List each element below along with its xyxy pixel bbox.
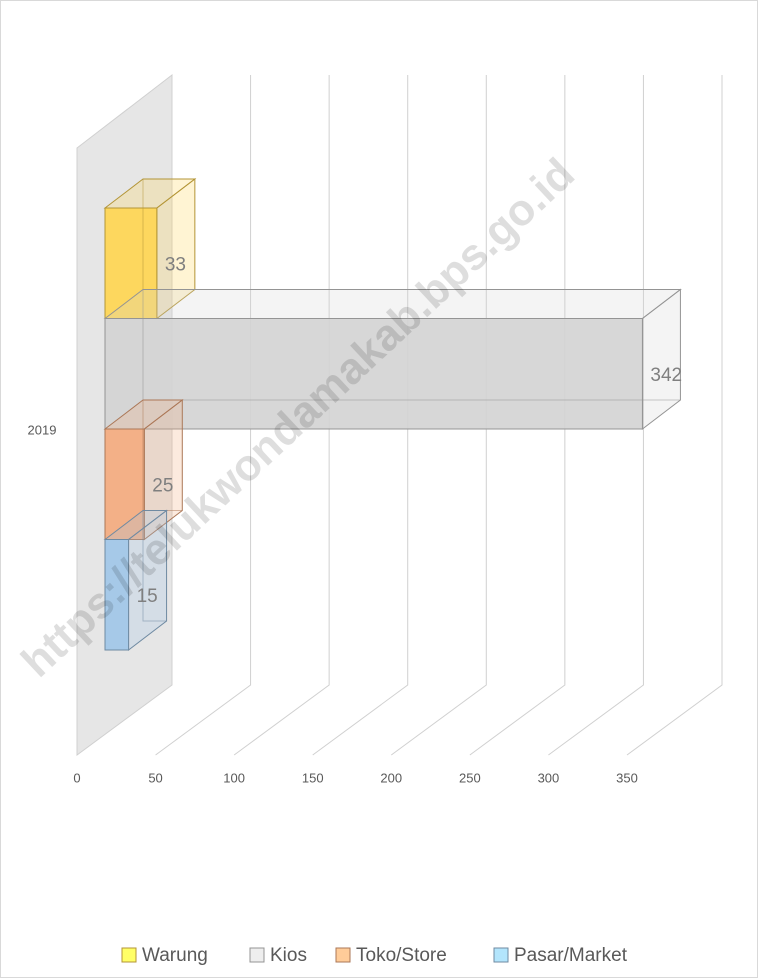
bar-front <box>104 428 145 540</box>
x-tick-label: 150 <box>302 770 324 785</box>
data-label: 342 <box>650 365 682 386</box>
legend-swatch <box>335 947 351 963</box>
y-tick-label: 2019 <box>28 422 57 437</box>
bar-back-edges <box>142 510 167 622</box>
x-tick-label: 200 <box>380 770 402 785</box>
x-tick-label: 0 <box>73 770 80 785</box>
x-tick-label: 300 <box>538 770 560 785</box>
grid-line <box>390 75 487 756</box>
x-tick-label: 50 <box>148 770 162 785</box>
data-label: 25 <box>152 475 173 496</box>
x-tick-label: 350 <box>616 770 638 785</box>
grid-line <box>548 75 644 756</box>
x-tick-label: 250 <box>459 770 481 785</box>
grid-line <box>469 75 566 756</box>
legend-label: Pasar/Market <box>514 945 628 966</box>
grid-line <box>626 75 723 756</box>
bar <box>103 509 169 652</box>
data-label: 33 <box>165 254 186 275</box>
legend-label: Toko/Store <box>356 945 447 966</box>
bar-front <box>104 539 130 651</box>
x-tick-label: 100 <box>223 770 245 785</box>
grid-line <box>155 75 252 756</box>
grid-line <box>233 75 330 756</box>
bar-front <box>104 318 643 430</box>
legend-swatch <box>493 947 509 963</box>
grid-line <box>312 75 409 756</box>
data-label: 15 <box>137 586 158 607</box>
legend-label: Kios <box>270 945 307 966</box>
legend-swatch <box>249 947 265 963</box>
legend-label: Warung <box>142 945 208 966</box>
bar <box>103 288 682 431</box>
bar <box>103 398 184 541</box>
legend-swatch <box>121 947 137 963</box>
